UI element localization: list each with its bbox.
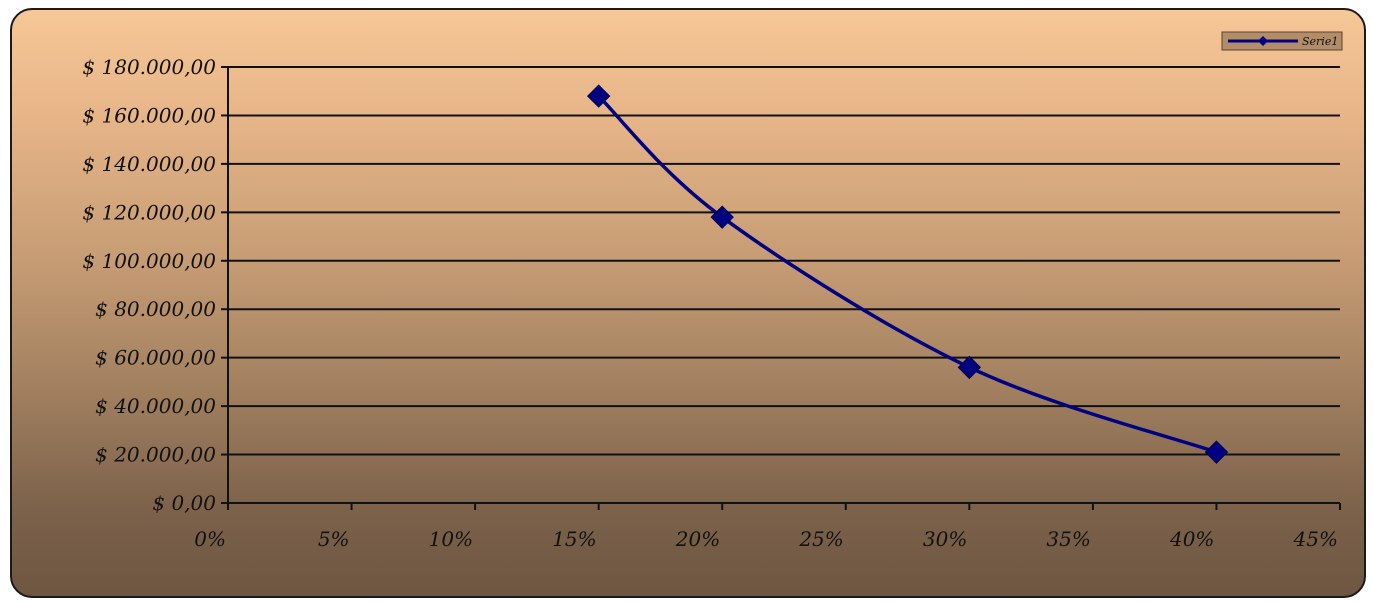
x-tick-label: 10% <box>429 527 473 551</box>
y-axis-tick-labels: $ 0,00 $ 20.000,00 $ 40.000,00 $ 60.000,00 $… <box>82 55 216 515</box>
chart-frame <box>10 8 1366 598</box>
y-tick-label: $ 60.000,00 <box>95 346 216 370</box>
data-point-marker[interactable] <box>710 205 734 229</box>
x-tick-label: 40% <box>1169 527 1214 551</box>
data-point-marker[interactable] <box>1204 440 1229 464</box>
x-axis-tick-labels: 0% 5% 10% 15% 20% 25% 30% 35% 40% 45% <box>194 527 1338 551</box>
y-tick-label: $ 20.000,00 <box>95 443 216 467</box>
axes <box>221 66 1341 510</box>
legend-label: Serie1 <box>1302 35 1338 48</box>
x-tick-label: 45% <box>1293 527 1338 551</box>
y-tick-label: $ 0,00 <box>152 491 216 515</box>
x-tick-label: 0% <box>194 527 226 551</box>
y-tick-label: $ 180.000,00 <box>82 55 216 79</box>
data-point-marker[interactable] <box>586 84 611 108</box>
legend[interactable]: Serie1 <box>1221 31 1343 51</box>
y-tick-label: $ 140.000,00 <box>82 152 216 176</box>
x-tick-label: 5% <box>318 527 350 551</box>
x-tick-label: 35% <box>1046 527 1090 551</box>
y-tick-label: $ 100.000,00 <box>82 249 216 273</box>
x-tick-label: 30% <box>923 527 967 551</box>
y-tick-label: $ 120.000,00 <box>82 200 216 224</box>
data-point-marker[interactable] <box>957 355 982 380</box>
gridlines <box>228 66 1340 456</box>
x-tick-label: 25% <box>798 527 843 551</box>
y-tick-label: $ 160.000,00 <box>82 103 216 127</box>
y-tick-label: $ 80.000,00 <box>95 297 216 321</box>
series-line <box>597 94 1218 454</box>
legend-marker-icon <box>1258 36 1268 46</box>
y-tick-label: $ 40.000,00 <box>95 394 216 418</box>
x-tick-label: 15% <box>552 527 596 551</box>
series-layer <box>586 84 1229 464</box>
x-tick-label: 20% <box>675 527 720 551</box>
